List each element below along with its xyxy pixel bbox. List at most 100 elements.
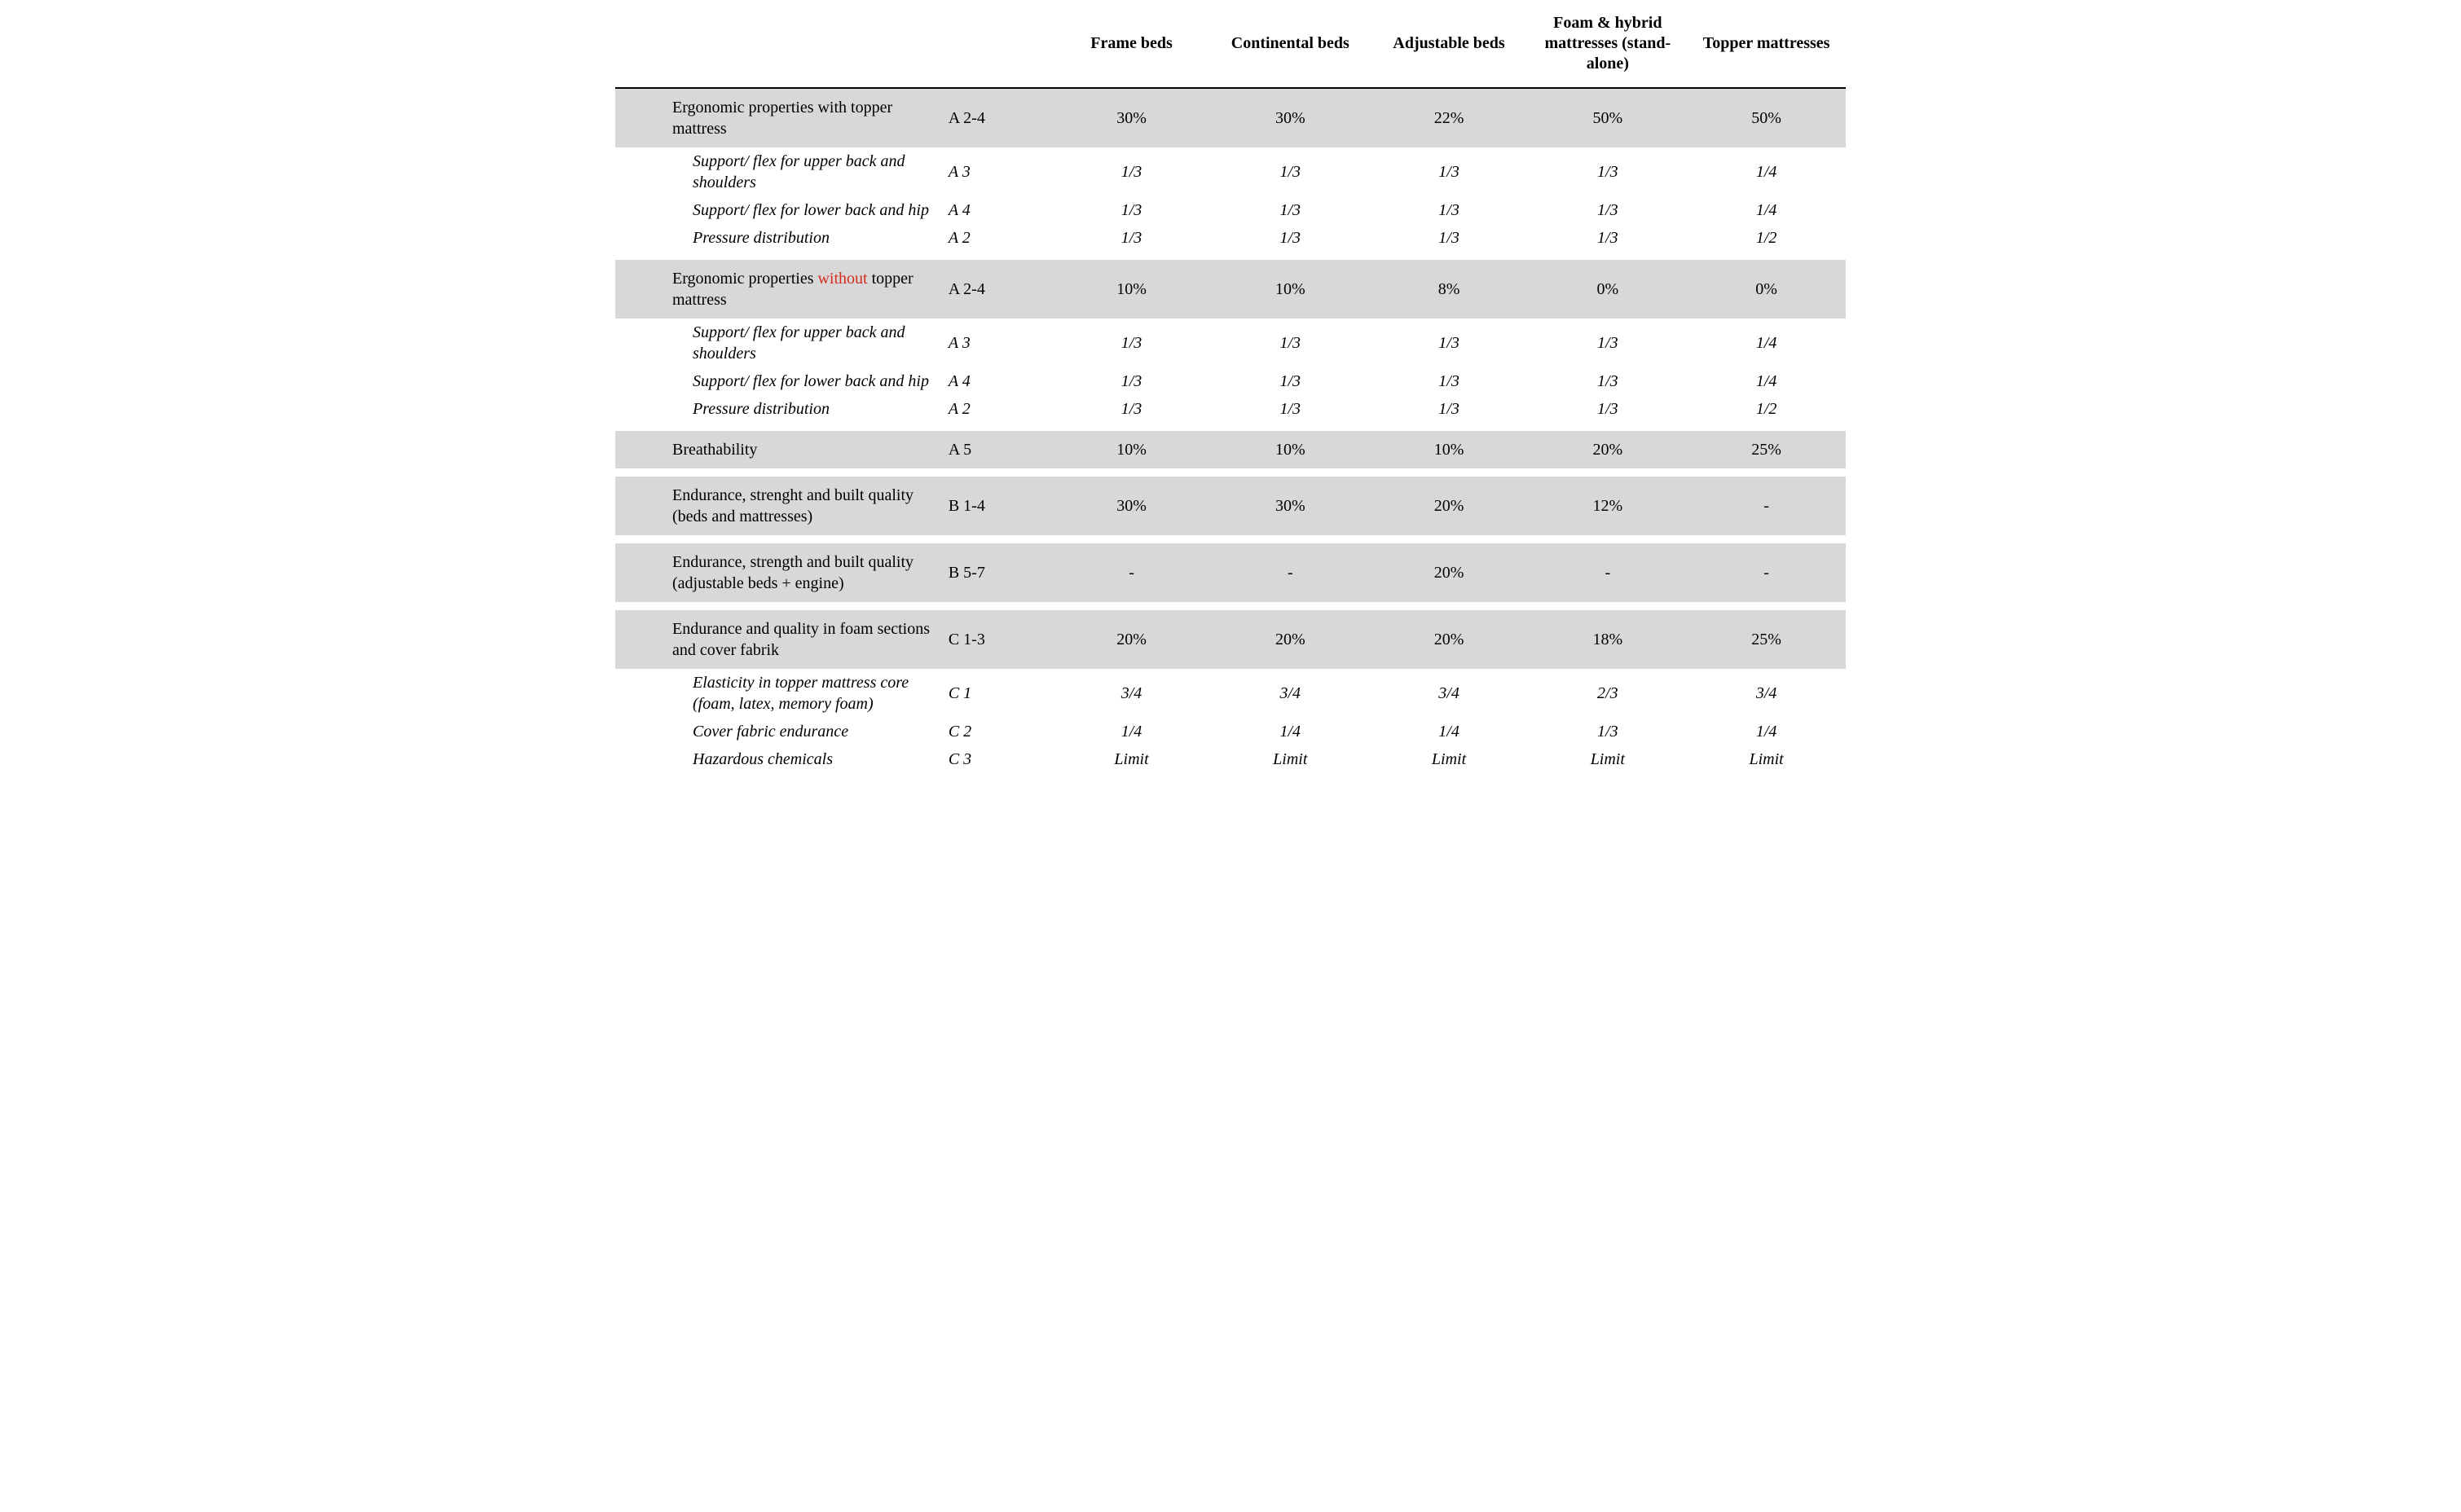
sub-value: 1/3 — [1370, 147, 1529, 196]
table-row: Cover fabric enduranceC 21/41/41/41/31/4 — [615, 718, 1846, 745]
table-head: Frame beds Continental beds Adjustable b… — [615, 8, 1846, 89]
table-row — [615, 468, 1846, 477]
sub-value: 1/3 — [1370, 319, 1529, 367]
sub-code: C 2 — [945, 718, 1052, 745]
sub-value: 1/3 — [1052, 147, 1211, 196]
sub-value: 1/2 — [1687, 395, 1846, 423]
sub-code: C 1 — [945, 669, 1052, 718]
category-value: 30% — [1052, 89, 1211, 147]
sub-label: Support/ flex for upper back and shoulde… — [615, 147, 945, 196]
category-value: 30% — [1211, 477, 1370, 535]
category-value: 30% — [1052, 477, 1211, 535]
category-code: C 1-3 — [945, 610, 1052, 669]
category-value: - — [1052, 543, 1211, 602]
sub-label: Pressure distribution — [615, 224, 945, 252]
category-label: Ergonomic properties without topper matt… — [615, 260, 945, 319]
sub-label: Support/ flex for lower back and hip — [615, 196, 945, 224]
sub-code: A 2 — [945, 395, 1052, 423]
sub-value: 1/4 — [1687, 196, 1846, 224]
sub-value: 1/3 — [1211, 319, 1370, 367]
category-label: Endurance, strength and built quality (a… — [615, 543, 945, 602]
table-row: Support/ flex for upper back and shoulde… — [615, 147, 1846, 196]
category-label: Endurance and quality in foam sections a… — [615, 610, 945, 669]
table-row — [615, 602, 1846, 610]
sub-value: 1/3 — [1052, 395, 1211, 423]
sub-value: 1/3 — [1211, 147, 1370, 196]
category-code: B 1-4 — [945, 477, 1052, 535]
table-row: Pressure distributionA 21/31/31/31/31/2 — [615, 395, 1846, 423]
sub-value: 1/3 — [1052, 319, 1211, 367]
category-value: 20% — [1211, 610, 1370, 669]
sub-code: A 2 — [945, 224, 1052, 252]
category-value: - — [1528, 543, 1687, 602]
category-value: 10% — [1052, 431, 1211, 468]
category-value: - — [1687, 543, 1846, 602]
table-row: Endurance, strength and built quality (a… — [615, 543, 1846, 602]
sub-label: Pressure distribution — [615, 395, 945, 423]
sub-label: Cover fabric endurance — [615, 718, 945, 745]
sub-value: 1/3 — [1052, 224, 1211, 252]
table-row: Ergonomic properties with topper mattres… — [615, 89, 1846, 147]
category-value: 10% — [1052, 260, 1211, 319]
category-value: 0% — [1528, 260, 1687, 319]
sub-value: Limit — [1370, 745, 1529, 773]
table-body: Ergonomic properties with topper mattres… — [615, 89, 1846, 773]
header-col-4: Topper mattresses — [1687, 8, 1846, 87]
category-value: 18% — [1528, 610, 1687, 669]
category-value: 10% — [1211, 260, 1370, 319]
category-label: Endurance, strenght and built quality (b… — [615, 477, 945, 535]
sub-value: 3/4 — [1211, 669, 1370, 718]
sub-value: 1/3 — [1211, 224, 1370, 252]
table-row — [615, 535, 1846, 543]
category-value: 30% — [1211, 89, 1370, 147]
category-value: 20% — [1370, 543, 1529, 602]
sub-value: 1/3 — [1370, 367, 1529, 395]
category-value: 20% — [1052, 610, 1211, 669]
table-row: Support/ flex for upper back and shoulde… — [615, 319, 1846, 367]
sub-value: 3/4 — [1687, 669, 1846, 718]
category-value: 50% — [1528, 89, 1687, 147]
category-value: 10% — [1211, 431, 1370, 468]
table-row: Support/ flex for lower back and hipA 41… — [615, 196, 1846, 224]
sub-value: 1/2 — [1687, 224, 1846, 252]
header-col-0: Frame beds — [1052, 8, 1211, 87]
sub-value: 1/3 — [1528, 224, 1687, 252]
sub-value: 1/4 — [1687, 147, 1846, 196]
sub-value: 1/4 — [1211, 718, 1370, 745]
table-row: Hazardous chemicalsC 3LimitLimitLimitLim… — [615, 745, 1846, 773]
table-row: Ergonomic properties without topper matt… — [615, 260, 1846, 319]
sub-value: 1/3 — [1528, 718, 1687, 745]
category-code: A 2-4 — [945, 260, 1052, 319]
category-label: Ergonomic properties with topper mattres… — [615, 89, 945, 147]
category-value: 0% — [1687, 260, 1846, 319]
sub-value: Limit — [1052, 745, 1211, 773]
sub-value: 1/3 — [1370, 224, 1529, 252]
header-col-3: Foam & hybrid mattresses (stand-alone) — [1528, 8, 1687, 87]
header-blank-code — [945, 8, 1052, 87]
table-row — [615, 252, 1846, 260]
sub-value: 2/3 — [1528, 669, 1687, 718]
sub-value: 1/3 — [1528, 196, 1687, 224]
sub-label: Support/ flex for lower back and hip — [615, 367, 945, 395]
sub-value: 1/3 — [1528, 319, 1687, 367]
category-value: - — [1687, 477, 1846, 535]
category-value: 22% — [1370, 89, 1529, 147]
table-row: BreathabilityA 510%10%10%20%25% — [615, 431, 1846, 468]
sub-value: 1/4 — [1687, 319, 1846, 367]
header-col-1: Continental beds — [1211, 8, 1370, 87]
category-label: Breathability — [615, 431, 945, 468]
table-row: Elasticity in topper mattress core (foam… — [615, 669, 1846, 718]
sub-value: 3/4 — [1052, 669, 1211, 718]
sub-code: A 4 — [945, 367, 1052, 395]
table-row — [615, 423, 1846, 431]
sub-value: 1/3 — [1528, 367, 1687, 395]
table-row: Pressure distributionA 21/31/31/31/31/2 — [615, 224, 1846, 252]
table-row: Endurance, strenght and built quality (b… — [615, 477, 1846, 535]
sub-value: Limit — [1528, 745, 1687, 773]
sub-value: 1/3 — [1370, 196, 1529, 224]
sub-label: Support/ flex for upper back and shoulde… — [615, 319, 945, 367]
sub-value: 1/3 — [1370, 395, 1529, 423]
sub-value: 1/3 — [1528, 395, 1687, 423]
category-value: 8% — [1370, 260, 1529, 319]
sub-value: 1/3 — [1211, 367, 1370, 395]
